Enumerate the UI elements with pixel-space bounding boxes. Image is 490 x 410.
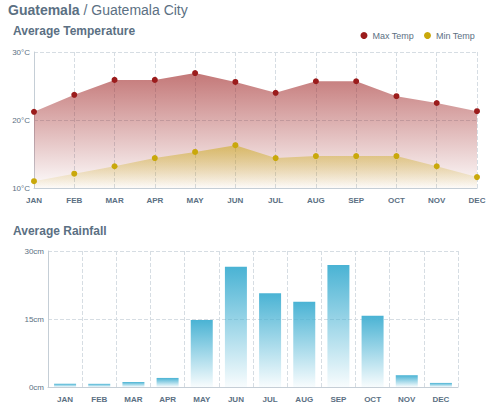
svg-text:SEP: SEP bbox=[348, 196, 365, 205]
svg-text:AUG: AUG bbox=[295, 395, 313, 404]
svg-text:FEB: FEB bbox=[91, 395, 107, 404]
svg-text:DEC: DEC bbox=[469, 196, 486, 205]
svg-text:NOV: NOV bbox=[398, 395, 416, 404]
svg-text:OCT: OCT bbox=[388, 196, 405, 205]
svg-text:JUN: JUN bbox=[228, 395, 244, 404]
svg-text:JUN: JUN bbox=[227, 196, 243, 205]
svg-text:DEC: DEC bbox=[432, 395, 449, 404]
svg-text:MAY: MAY bbox=[193, 395, 211, 404]
svg-text:FEB: FEB bbox=[66, 196, 82, 205]
svg-text:10°C: 10°C bbox=[12, 184, 30, 193]
svg-text:Max Temp: Max Temp bbox=[372, 31, 413, 41]
svg-text:MAR: MAR bbox=[105, 196, 123, 205]
svg-text:JAN: JAN bbox=[57, 395, 73, 404]
html-text:Guatemala / Guatemala City: Guatemala / Guatemala City bbox=[8, 2, 188, 18]
svg-text:JUL: JUL bbox=[268, 196, 283, 205]
svg-text:OCT: OCT bbox=[364, 395, 381, 404]
svg-text:Average Rainfall: Average Rainfall bbox=[13, 224, 107, 238]
svg-text:0cm: 0cm bbox=[29, 383, 44, 392]
svg-text:AUG: AUG bbox=[307, 196, 325, 205]
svg-text:20°C: 20°C bbox=[12, 116, 30, 125]
svg-text:Average Temperature: Average Temperature bbox=[13, 24, 135, 38]
svg-text:MAR: MAR bbox=[124, 395, 142, 404]
svg-text:NOV: NOV bbox=[428, 196, 446, 205]
svg-text:SEP: SEP bbox=[330, 395, 347, 404]
svg-text:30cm: 30cm bbox=[24, 247, 44, 256]
svg-text:JUL: JUL bbox=[263, 395, 278, 404]
svg-text:APR: APR bbox=[146, 196, 163, 205]
svg-text:APR: APR bbox=[159, 395, 176, 404]
svg-text:30°C: 30°C bbox=[12, 48, 30, 57]
svg-text:JAN: JAN bbox=[26, 196, 42, 205]
svg-text:MAY: MAY bbox=[187, 196, 205, 205]
svg-text:Min Temp: Min Temp bbox=[436, 31, 475, 41]
svg-text:15cm: 15cm bbox=[24, 315, 44, 324]
